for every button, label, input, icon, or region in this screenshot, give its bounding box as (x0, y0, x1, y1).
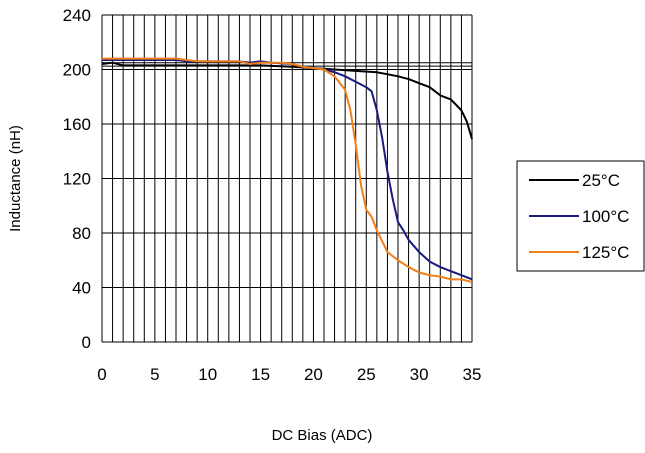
y-tick-label: 160 (63, 115, 91, 134)
x-tick-label: 10 (198, 365, 217, 384)
y-tick-label: 240 (63, 6, 91, 25)
x-tick-label: 30 (410, 365, 429, 384)
legend: 25°C 100°C 125°C (516, 160, 645, 272)
grid (101, 14, 473, 343)
legend-label: 25°C (582, 171, 620, 190)
series-line (102, 58, 473, 281)
y-tick-label: 80 (72, 224, 91, 243)
y-tick-label: 0 (82, 333, 91, 352)
y-axis-title: Inductance (nH) (7, 125, 24, 232)
legend-label: 125°C (582, 243, 629, 262)
series-line (102, 57, 473, 284)
x-tick-label: 25 (357, 365, 376, 384)
x-tick-label: 0 (97, 365, 106, 384)
y-tick-label: 120 (63, 170, 91, 189)
axes: 0 40 80 120 160 200 240 0 5 10 15 20 25 30 35 DC Bias (… (7, 6, 481, 444)
x-tick-label: 20 (304, 365, 323, 384)
y-tick-label: 200 (63, 61, 91, 80)
x-tick-label: 5 (150, 365, 159, 384)
series-line (101, 61, 473, 140)
y-tick-label: 40 (72, 279, 91, 298)
x-tick-label: 15 (251, 365, 270, 384)
x-axis-title: DC Bias (ADC) (272, 427, 373, 444)
x-tick-label: 35 (463, 365, 482, 384)
series-lines (101, 57, 473, 284)
legend-label: 100°C (582, 207, 629, 226)
